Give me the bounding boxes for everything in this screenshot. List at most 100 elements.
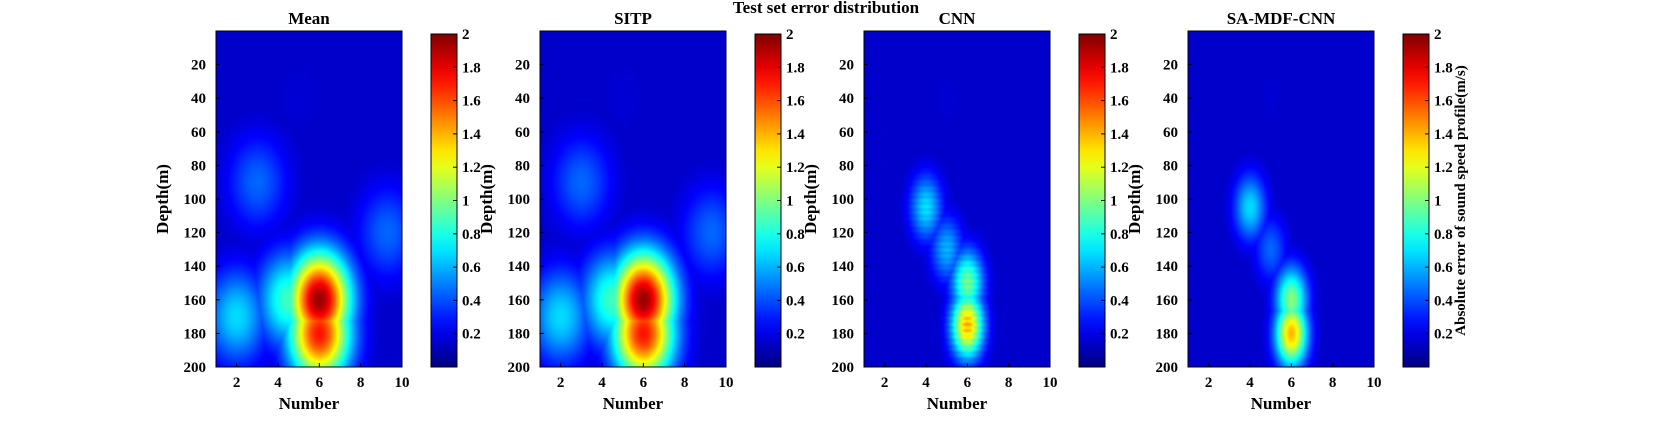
y-tick-label: 140 <box>184 259 207 275</box>
colorbar-tick-label: 1 <box>1110 194 1118 210</box>
x-tick-label: 2 <box>233 375 241 391</box>
colorbar-tick-label: 2 <box>786 27 794 43</box>
y-tick-label: 180 <box>832 326 855 342</box>
panel-title: CNN <box>939 9 977 28</box>
y-tick-label: 160 <box>184 293 207 309</box>
x-tick-label: 2 <box>1205 375 1213 391</box>
y-tick-label: 160 <box>508 293 531 309</box>
x-tick-label: 6 <box>316 375 324 391</box>
y-tick-label: 140 <box>1156 259 1179 275</box>
heatmap-image <box>540 31 726 367</box>
x-axis-label: Number <box>279 394 340 413</box>
y-tick-label: 60 <box>191 125 206 141</box>
colorbar-tick-label: 1.2 <box>786 160 805 176</box>
y-tick-label: 180 <box>508 326 531 342</box>
colorbar-tick-label: 0.2 <box>1434 327 1453 343</box>
colorbar <box>754 33 782 368</box>
y-tick-label: 120 <box>1156 226 1179 242</box>
x-axis-label: Number <box>603 394 664 413</box>
colorbar-tick-label: 0.4 <box>462 293 481 309</box>
y-tick-label: 120 <box>184 226 207 242</box>
colorbar-tick-label: 1.8 <box>786 60 805 76</box>
y-tick-label: 80 <box>839 158 854 174</box>
colorbar-tick-label: 0.2 <box>462 327 481 343</box>
y-tick-label: 120 <box>832 226 855 242</box>
x-axis-label: Number <box>1251 394 1312 413</box>
colorbar-tick-label: 2 <box>1110 27 1118 43</box>
colorbar-tick-label: 1.2 <box>462 160 481 176</box>
colorbar-tick-label: 0.8 <box>1434 227 1453 243</box>
y-tick-label: 60 <box>1163 125 1178 141</box>
colorbar-tick-label: 0.6 <box>786 260 805 276</box>
panel-0: Mean 2 4 6 8 10 20 40 60 80 100 120 140 160 180 200 Numb… <box>153 9 481 413</box>
x-tick-label: 10 <box>395 375 410 391</box>
panel-title: SA-MDF-CNN <box>1227 9 1336 28</box>
y-tick-label: 160 <box>832 293 855 309</box>
colorbar-tick-label: 1.8 <box>1434 60 1453 76</box>
y-tick-label: 80 <box>515 158 530 174</box>
x-tick-label: 6 <box>1288 375 1296 391</box>
y-tick-label: 200 <box>1156 360 1179 376</box>
colorbar-tick-label: 1.6 <box>1110 94 1129 110</box>
colorbar-tick-label: 1.6 <box>462 94 481 110</box>
colorbar-tick-label: 0.4 <box>786 293 805 309</box>
x-tick-label: 8 <box>681 375 689 391</box>
heatmap-image <box>864 31 1050 367</box>
x-tick-label: 10 <box>1367 375 1382 391</box>
colorbar-tick-label: 2 <box>462 27 470 43</box>
y-axis-label: Depth(m) <box>153 164 172 234</box>
colorbar-tick-label: 1.8 <box>462 60 481 76</box>
y-tick-label: 80 <box>191 158 206 174</box>
colorbar-tick-label: 0.8 <box>462 227 481 243</box>
colorbar-tick-label: 1 <box>1434 194 1442 210</box>
x-tick-label: 8 <box>357 375 365 391</box>
colorbar-tick-label: 1.6 <box>1434 94 1453 110</box>
y-axis-label: Depth(m) <box>477 164 496 234</box>
colorbar-tick-label: 0.2 <box>786 327 805 343</box>
y-tick-label: 80 <box>1163 158 1178 174</box>
y-axis-label: Depth(m) <box>1125 164 1144 234</box>
colorbar-tick-label: 1.4 <box>1434 127 1453 143</box>
panel-2: CNN 2 4 6 8 10 20 40 60 80 100 120 140 160 180 200 Numbe… <box>801 9 1129 413</box>
y-tick-label: 40 <box>191 91 206 107</box>
y-tick-label: 200 <box>832 360 855 376</box>
y-axis-label: Depth(m) <box>801 164 820 234</box>
x-tick-label: 4 <box>598 375 606 391</box>
y-tick-label: 40 <box>839 91 854 107</box>
colorbar-tick-label: 1.2 <box>1434 160 1453 176</box>
colorbar-tick-label: 1 <box>786 194 794 210</box>
x-tick-label: 10 <box>719 375 734 391</box>
x-tick-label: 8 <box>1329 375 1337 391</box>
panel-3: SA-MDF-CNN 2 4 6 8 10 20 40 60 80 100 120 140 160 180 2… <box>1125 9 1469 413</box>
x-tick-label: 8 <box>1005 375 1013 391</box>
y-tick-label: 140 <box>832 259 855 275</box>
colorbar-tick-label: 1.4 <box>786 127 805 143</box>
heatmap-image <box>1188 31 1374 367</box>
x-tick-label: 6 <box>640 375 648 391</box>
y-tick-label: 120 <box>508 226 531 242</box>
y-tick-label: 100 <box>508 192 531 208</box>
y-tick-label: 100 <box>1156 192 1179 208</box>
y-tick-label: 160 <box>1156 293 1179 309</box>
colorbar <box>1078 33 1106 368</box>
panel-title: Mean <box>288 9 330 28</box>
heatmap-image <box>216 31 402 367</box>
y-tick-label: 140 <box>508 259 531 275</box>
panel-1: SITP 2 4 6 8 10 20 40 60 80 100 120 140 160 180 200 Numb… <box>477 9 805 413</box>
y-tick-label: 40 <box>1163 91 1178 107</box>
colorbar-tick-label: 0.8 <box>786 227 805 243</box>
y-tick-label: 100 <box>184 192 207 208</box>
x-axis-label: Number <box>927 394 988 413</box>
y-tick-label: 200 <box>508 360 531 376</box>
x-tick-label: 6 <box>964 375 972 391</box>
x-tick-label: 4 <box>922 375 930 391</box>
colorbar-tick-label: 2 <box>1434 27 1442 43</box>
figure-title: Test set error distribution <box>733 0 920 17</box>
colorbar-tick-label: 1.4 <box>1110 127 1129 143</box>
colorbar-tick-label: 1.2 <box>1110 160 1129 176</box>
x-tick-label: 10 <box>1043 375 1058 391</box>
colorbar-tick-label: 0.8 <box>1110 227 1129 243</box>
y-tick-label: 180 <box>1156 326 1179 342</box>
y-tick-label: 60 <box>515 125 530 141</box>
